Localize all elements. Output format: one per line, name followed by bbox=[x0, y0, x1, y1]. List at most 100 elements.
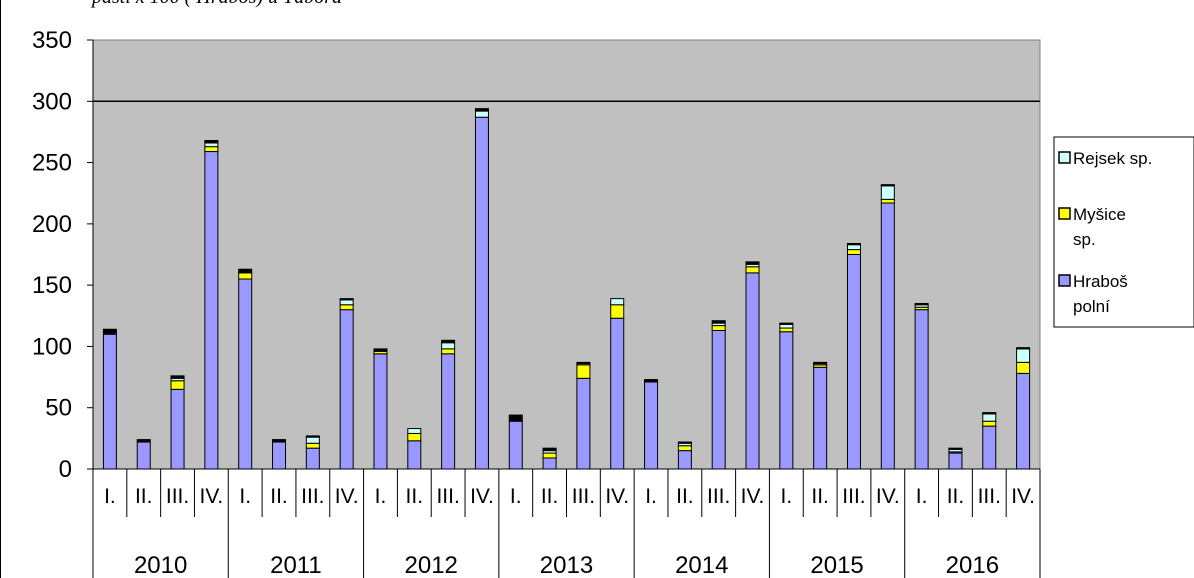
bar-segment bbox=[745, 266, 760, 274]
bar-segment bbox=[305, 447, 320, 470]
quarter-label: I. bbox=[510, 485, 522, 508]
bar-segment bbox=[880, 185, 895, 200]
quarter-label: I. bbox=[239, 485, 251, 508]
y-tick-label: 150 bbox=[32, 272, 72, 299]
bar-segment bbox=[779, 327, 794, 333]
legend-swatch bbox=[1058, 207, 1071, 220]
bar-segment bbox=[441, 339, 456, 344]
bar-segment bbox=[136, 441, 151, 470]
bar-segment bbox=[880, 184, 895, 187]
quarter-label: II. bbox=[541, 485, 559, 508]
bar-segment bbox=[576, 364, 591, 379]
bar-segment bbox=[204, 140, 219, 144]
bar-segment bbox=[542, 452, 557, 459]
bar-segment bbox=[677, 441, 692, 444]
bar-segment bbox=[813, 366, 828, 470]
y-tick-label: 350 bbox=[32, 27, 72, 54]
quarter-label: II. bbox=[270, 485, 288, 508]
quarter-label: III. bbox=[166, 485, 189, 508]
year-label: 2015 bbox=[810, 552, 863, 578]
bar-segment bbox=[407, 440, 422, 470]
legend-swatch bbox=[1058, 151, 1071, 164]
bar-segment bbox=[339, 299, 354, 306]
quarter-label: I. bbox=[916, 485, 928, 508]
bar-segment bbox=[305, 435, 320, 438]
y-tick-label: 0 bbox=[59, 456, 72, 483]
bar-segment bbox=[136, 439, 151, 443]
bar-segment bbox=[948, 447, 963, 450]
y-tick-label: 200 bbox=[32, 211, 72, 238]
bar-segment bbox=[982, 413, 997, 422]
bar-segment bbox=[1016, 372, 1031, 470]
bar-segment bbox=[846, 244, 861, 251]
legend-label: Hraboš bbox=[1073, 272, 1128, 291]
bar-segment bbox=[677, 445, 692, 452]
bar-segment bbox=[272, 439, 287, 443]
legend-label: Rejsek sp. bbox=[1073, 149, 1152, 168]
bar-segment bbox=[441, 342, 456, 350]
quarter-label: I. bbox=[375, 485, 387, 508]
bar-segment bbox=[474, 108, 489, 112]
quarter-label: II. bbox=[947, 485, 965, 508]
bar-segment bbox=[238, 268, 253, 274]
bar-segment bbox=[339, 309, 354, 470]
quarter-label: IV. bbox=[1011, 485, 1035, 508]
bar-segment bbox=[407, 428, 422, 434]
y-tick-label: 50 bbox=[45, 395, 72, 422]
bar-segment bbox=[846, 254, 861, 470]
bar-segment bbox=[610, 298, 625, 306]
bar-segment bbox=[846, 242, 861, 246]
bar-segment bbox=[644, 381, 659, 470]
bar-segment bbox=[542, 457, 557, 470]
bar-segment bbox=[508, 420, 523, 470]
bar-segment bbox=[846, 249, 861, 255]
legend-label: sp. bbox=[1073, 230, 1096, 249]
bar-segment bbox=[914, 303, 929, 306]
bar-segment bbox=[982, 412, 997, 415]
bar-segment bbox=[779, 322, 794, 325]
bar-segment bbox=[102, 333, 117, 470]
bar-segment bbox=[711, 320, 726, 324]
year-label: 2013 bbox=[540, 552, 593, 578]
bar-segment bbox=[170, 375, 185, 379]
quarter-label: III. bbox=[978, 485, 1001, 508]
bar-segment bbox=[711, 329, 726, 470]
bar-segment bbox=[1016, 361, 1031, 374]
bar-segment bbox=[982, 425, 997, 470]
plot-background bbox=[92, 39, 1041, 470]
bar-segment bbox=[779, 323, 794, 329]
bar-segment bbox=[204, 151, 219, 470]
bar-segment bbox=[508, 414, 523, 422]
bar-segment bbox=[745, 261, 760, 265]
bar-segment bbox=[644, 379, 659, 383]
bar-segment bbox=[813, 361, 828, 365]
bar-segment bbox=[441, 348, 456, 355]
top-caption: pastí x 100 ( Hraboš) u Tábora bbox=[90, 0, 342, 8]
bar-segment bbox=[1016, 347, 1031, 350]
legend-swatch bbox=[1058, 274, 1071, 287]
legend-box bbox=[1053, 136, 1194, 328]
bar-segment bbox=[880, 202, 895, 470]
bar-segment bbox=[576, 361, 591, 365]
quarter-label: III. bbox=[436, 485, 459, 508]
bar-segment bbox=[677, 450, 692, 470]
bar-segment bbox=[339, 304, 354, 311]
quarter-label: II. bbox=[406, 485, 424, 508]
bar-segment bbox=[305, 436, 320, 444]
bar-segment bbox=[170, 380, 185, 390]
bar-segment bbox=[711, 325, 726, 331]
quarter-label: IV. bbox=[741, 485, 765, 508]
bar-segment bbox=[305, 442, 320, 449]
bar-segment bbox=[441, 353, 456, 470]
bar-segment bbox=[407, 432, 422, 442]
bar-segment bbox=[576, 377, 591, 470]
x-axis: I. II. III. IV. I. II. III. IV. I. II. III. IV. I. II… bbox=[92, 468, 1041, 578]
legend: Rejsek sp. Myšice sp. Hraboš polní bbox=[1053, 136, 1194, 328]
quarter-label: IV. bbox=[470, 485, 494, 508]
quarter-label: IV. bbox=[335, 485, 359, 508]
bar-segment bbox=[745, 272, 760, 470]
quarter-label: III. bbox=[707, 485, 730, 508]
bar-segment bbox=[204, 142, 219, 148]
bar-segment bbox=[339, 298, 354, 301]
bar-segment bbox=[373, 348, 388, 352]
